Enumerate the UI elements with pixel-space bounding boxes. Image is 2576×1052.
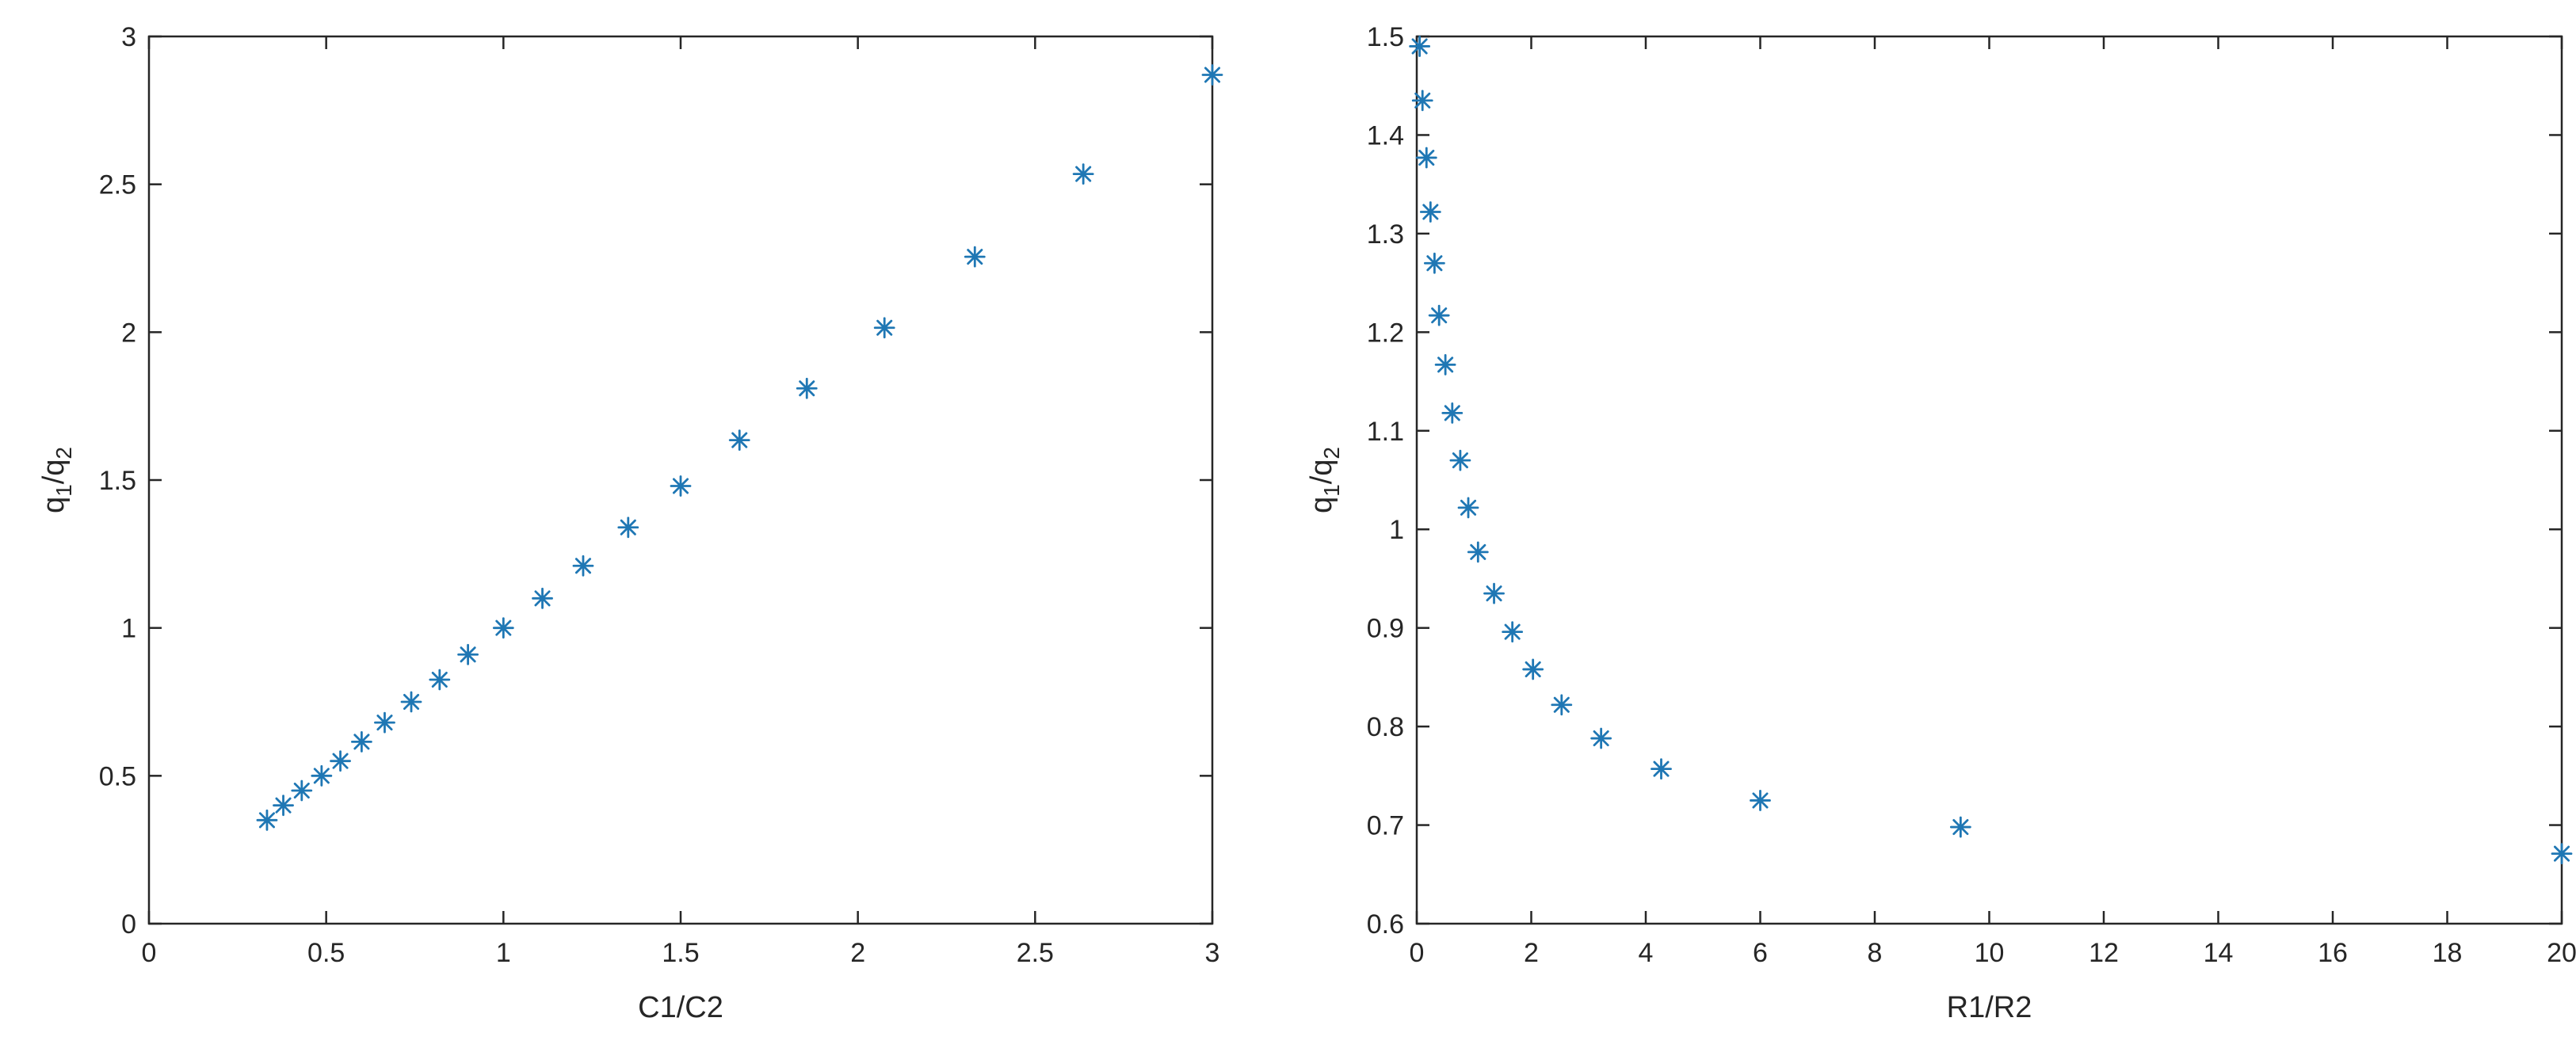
y-tick-label: 1.3 xyxy=(1367,219,1404,250)
x-tick-label: 3 xyxy=(1205,938,1220,968)
data-point xyxy=(457,643,479,665)
x-tick-label: 2 xyxy=(1524,938,1539,968)
y-tick-label: 2.5 xyxy=(99,170,136,200)
data-point xyxy=(728,429,750,451)
y-tick-label: 3 xyxy=(121,22,136,52)
data-point xyxy=(1409,36,1431,57)
y-tick-label: 0.7 xyxy=(1367,811,1404,841)
data-point xyxy=(1750,790,1771,811)
data-point xyxy=(311,764,333,787)
y-tick-label: 1.1 xyxy=(1367,417,1404,447)
data-point xyxy=(350,731,372,753)
data-point xyxy=(1449,449,1471,471)
y-axis-label: q1/q2 xyxy=(1305,447,1344,513)
data-point xyxy=(273,795,294,817)
data-point xyxy=(1502,621,1524,643)
x-tick-label: 12 xyxy=(2089,938,2119,968)
data-point xyxy=(873,317,895,339)
data-point xyxy=(1522,658,1544,680)
data-point xyxy=(330,750,351,772)
data-point xyxy=(256,809,278,831)
data-point xyxy=(670,475,692,497)
chart-c1-c2: 0 0.5 1 1.5 2 2.5 3 0 0.5 1 1.5 2 2.5 3 C1/C2 q1/q2 xyxy=(37,22,1223,1024)
data-point xyxy=(1467,541,1489,563)
x-tick-label: 1.5 xyxy=(662,938,699,968)
data-point xyxy=(796,377,818,399)
y-tick-label: 1.4 xyxy=(1367,120,1404,151)
data-point xyxy=(1434,353,1456,375)
y-tick-label: 0 xyxy=(121,909,136,940)
x-tick-label: 16 xyxy=(2318,938,2348,968)
data-point xyxy=(1415,147,1437,169)
x-tick-label: 2.5 xyxy=(1017,938,1054,968)
data-point xyxy=(617,516,639,539)
data-point xyxy=(1483,582,1505,604)
x-axis-label: R1/R2 xyxy=(1947,991,2032,1024)
chart-r1-r2: 0 2 4 6 8 10 12 14 16 18 20 0.6 0.7 0.8 0.9 1 1.1 1.2 1.3 1… xyxy=(1305,22,2576,1024)
x-tick-label: 1 xyxy=(496,938,511,968)
y-tick-label: 0.8 xyxy=(1367,712,1404,742)
data-point xyxy=(429,669,451,691)
x-tick-label: 2 xyxy=(850,938,865,968)
x-tick-label: 0 xyxy=(1410,938,1425,968)
data-point xyxy=(492,617,514,639)
x-tick-label: 0 xyxy=(142,938,157,968)
data-point xyxy=(1949,816,1971,838)
x-tick-label: 4 xyxy=(1639,938,1654,968)
y-tick-label: 1 xyxy=(1389,515,1404,545)
data-point xyxy=(291,779,313,802)
data-point xyxy=(1457,497,1479,519)
data-point xyxy=(532,587,553,609)
y-tick-label: 1.5 xyxy=(99,466,136,496)
y-tick-label: 1 xyxy=(121,614,136,644)
data-point xyxy=(964,246,986,268)
data-point xyxy=(1441,402,1464,424)
data-point xyxy=(1072,163,1094,185)
data-point xyxy=(2551,843,2573,865)
x-tick-label: 0.5 xyxy=(307,938,345,968)
data-point xyxy=(400,691,422,713)
x-tick-label: 14 xyxy=(2204,938,2234,968)
y-tick-label: 0.9 xyxy=(1367,614,1404,644)
x-tick-label: 8 xyxy=(1868,938,1883,968)
x-tick-label: 20 xyxy=(2547,938,2576,968)
x-tick-label: 10 xyxy=(1975,938,2005,968)
data-point xyxy=(1411,90,1433,112)
y-tick-label: 0.6 xyxy=(1367,909,1404,940)
axes-frame xyxy=(1415,35,2563,925)
data-point xyxy=(1590,727,1612,749)
data-point xyxy=(374,711,395,734)
data-point xyxy=(1419,201,1441,223)
y-tick-label: 2 xyxy=(121,318,136,348)
data-point xyxy=(572,555,594,577)
x-tick-label: 6 xyxy=(1753,938,1768,968)
x-axis-label: C1/C2 xyxy=(638,991,723,1024)
data-point xyxy=(1551,694,1573,716)
data-point xyxy=(1428,304,1450,326)
y-tick-label: 1.2 xyxy=(1367,318,1404,348)
x-tick-label: 18 xyxy=(2433,938,2463,968)
y-tick-label: 1.5 xyxy=(1367,22,1404,52)
data-point xyxy=(1201,64,1223,86)
y-tick-label: 0.5 xyxy=(99,761,136,791)
data-point xyxy=(1651,758,1672,780)
y-axis-label: q1/q2 xyxy=(37,447,76,513)
data-point xyxy=(1423,252,1445,274)
